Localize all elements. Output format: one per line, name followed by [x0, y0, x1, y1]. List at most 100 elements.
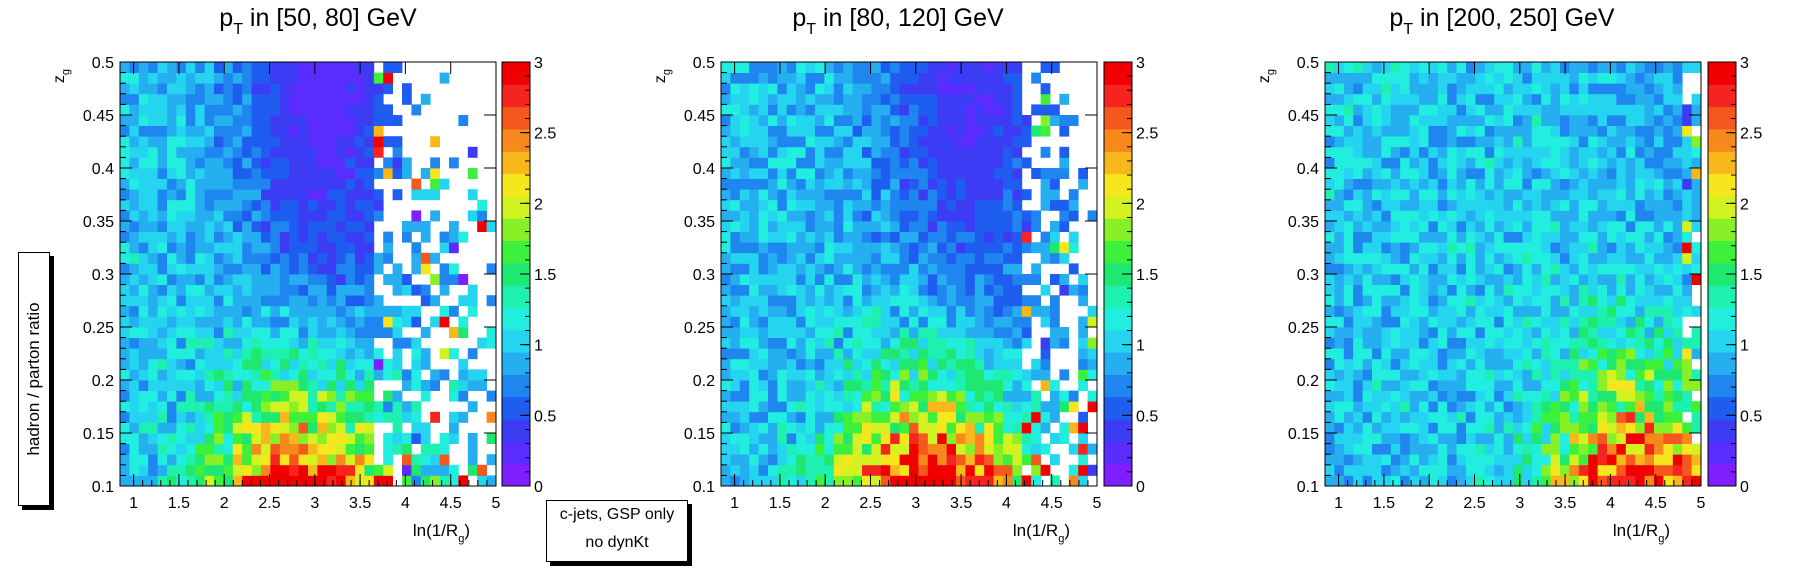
- heatmap-cell: [270, 274, 281, 285]
- heatmap-cell: [1597, 284, 1608, 296]
- heatmap-cell: [1021, 305, 1032, 317]
- heatmap-cell: [1560, 380, 1570, 391]
- heatmap-cell: [1456, 210, 1467, 222]
- heatmap-cell: [918, 157, 929, 169]
- heatmap-cell: [1616, 274, 1627, 285]
- heatmap-cell: [833, 83, 844, 95]
- y-tick-label: 0.5: [92, 55, 114, 72]
- heatmap-cell: [768, 337, 778, 349]
- heatmap-cell: [364, 433, 375, 444]
- heatmap-cell: [195, 358, 205, 370]
- heatmap-cell: [739, 295, 750, 307]
- heatmap-cell: [862, 263, 872, 275]
- heatmap-panel-1: 1 1.5 2 2.5 3 3.5 4 4.5 50.10.150.20.250.30.350.…: [51, 4, 556, 545]
- heatmap-cell: [852, 242, 863, 254]
- heatmap-cell: [899, 83, 910, 95]
- x-axis-label: ln(1/Rg): [1613, 521, 1670, 545]
- heatmap-cell: [1541, 411, 1551, 423]
- heatmap-cell: [1419, 284, 1429, 296]
- heatmap-cell: [1437, 72, 1448, 84]
- heatmap-cell: [185, 327, 196, 338]
- heatmap-cell: [270, 104, 281, 116]
- heatmap-cell: [383, 274, 393, 285]
- heatmap-cell: [777, 252, 788, 264]
- heatmap-cell: [336, 443, 346, 455]
- heatmap-cell: [1466, 168, 1476, 179]
- heatmap-cell: [1475, 146, 1486, 158]
- heatmap-cell: [167, 104, 177, 116]
- heatmap-cell: [383, 433, 393, 444]
- heatmap-cell: [862, 369, 872, 381]
- heatmap-cell: [1362, 443, 1373, 455]
- heatmap-cell: [833, 115, 844, 126]
- heatmap-cell: [1437, 390, 1448, 402]
- heatmap-cell: [1003, 380, 1013, 391]
- heatmap-cell: [1531, 327, 1542, 338]
- heatmap-cell: [909, 221, 919, 232]
- heatmap-cell: [289, 316, 299, 328]
- heatmap-cell: [1625, 72, 1636, 84]
- heatmap-cell: [937, 125, 947, 137]
- heatmap-cell: [1578, 157, 1589, 169]
- heatmap-cell: [326, 178, 337, 190]
- heatmap-cell: [129, 316, 140, 328]
- heatmap-cell: [768, 189, 778, 201]
- heatmap-cell: [852, 168, 863, 179]
- heatmap-cell: [852, 390, 863, 402]
- heatmap-cell: [984, 327, 994, 338]
- heatmap-cell: [777, 178, 788, 190]
- heatmap-cell: [918, 252, 929, 264]
- heatmap-cell: [956, 284, 966, 296]
- heatmap-cell: [148, 115, 158, 126]
- heatmap-cell: [749, 380, 759, 391]
- heatmap-cell: [786, 231, 797, 243]
- heatmap-cell: [298, 327, 309, 338]
- heatmap-cell: [843, 242, 853, 254]
- heatmap-cell: [270, 189, 281, 201]
- heatmap-cell: [430, 464, 440, 476]
- heatmap-cell: [1040, 337, 1051, 349]
- heatmap-cell: [1503, 274, 1514, 285]
- heatmap-cell: [956, 316, 966, 328]
- heatmap-cell: [223, 210, 234, 222]
- heatmap-cell: [1381, 337, 1392, 349]
- z-tick-label: 0: [1136, 479, 1145, 496]
- heatmap-cell: [815, 242, 825, 254]
- heatmap-cell: [1372, 348, 1382, 360]
- heatmap-cell: [1654, 443, 1664, 455]
- heatmap-cell: [899, 72, 910, 84]
- heatmap-cell: [185, 464, 196, 476]
- heatmap-cell: [1635, 210, 1645, 222]
- heatmap-cell: [120, 252, 130, 264]
- heatmap-cell: [777, 295, 788, 307]
- color-bar-segment: [1104, 62, 1132, 85]
- heatmap-cell: [298, 295, 309, 307]
- heatmap-cell: [1654, 252, 1664, 264]
- heatmap-cell: [195, 305, 205, 317]
- heatmap-cell: [1569, 411, 1580, 423]
- heatmap-cell: [1040, 93, 1051, 105]
- heatmap-cell: [899, 210, 910, 222]
- heatmap-cell: [1672, 337, 1683, 349]
- heatmap-cell: [279, 231, 290, 243]
- heatmap-cell: [1012, 231, 1023, 243]
- heatmap-cell: [730, 348, 741, 360]
- heatmap-cell: [805, 327, 816, 338]
- heatmap-cell: [467, 464, 478, 476]
- heatmap-cell: [749, 83, 759, 95]
- color-bar-segment: [502, 128, 530, 152]
- heatmap-cell: [167, 337, 177, 349]
- heatmap-cell: [1682, 358, 1692, 370]
- heatmap-cell: [308, 210, 318, 222]
- heatmap-cell: [232, 72, 243, 84]
- heatmap-cell: [1419, 464, 1429, 476]
- heatmap-cell: [890, 104, 900, 116]
- heatmap-cell: [195, 104, 205, 116]
- heatmap-cell: [195, 422, 205, 434]
- heatmap-cell: [251, 83, 262, 95]
- heatmap-cell: [308, 327, 318, 338]
- heatmap-cell: [1578, 115, 1589, 126]
- heatmap-cell: [195, 62, 205, 73]
- heatmap-cell: [1325, 422, 1335, 434]
- heatmap-cell: [833, 390, 844, 402]
